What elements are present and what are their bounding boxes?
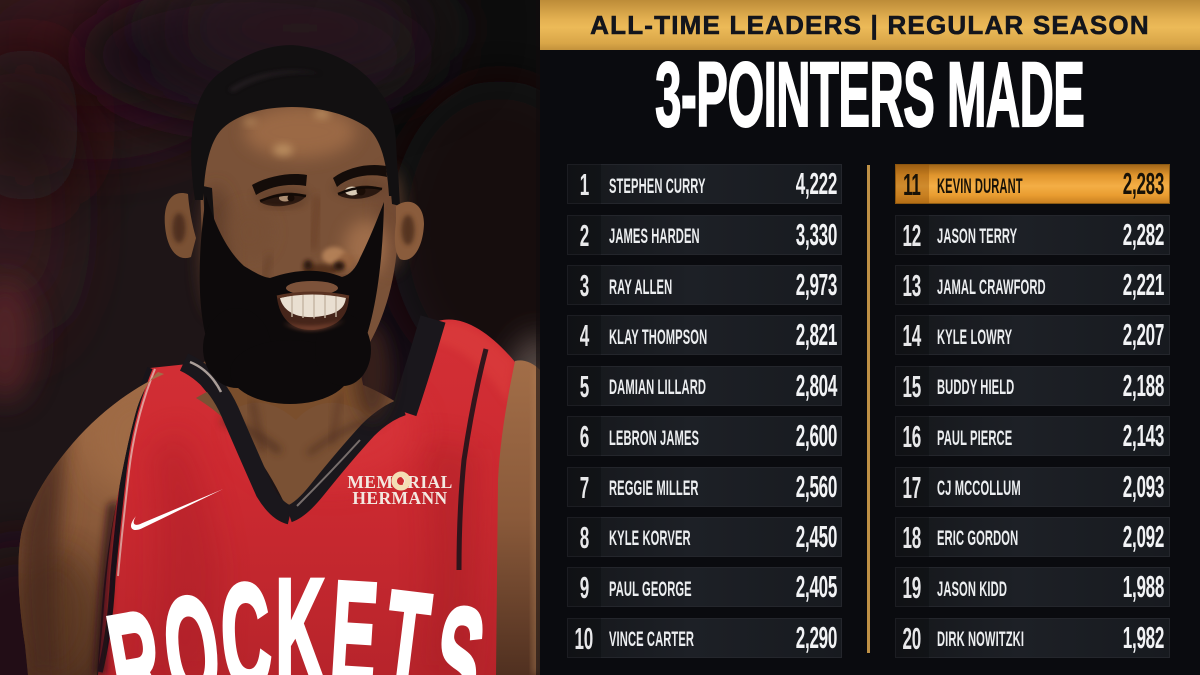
svg-text:E: E <box>326 552 381 675</box>
svg-text:HERMANN: HERMANN <box>352 488 447 508</box>
svg-text:C: C <box>216 553 275 675</box>
svg-text:K: K <box>275 550 324 675</box>
